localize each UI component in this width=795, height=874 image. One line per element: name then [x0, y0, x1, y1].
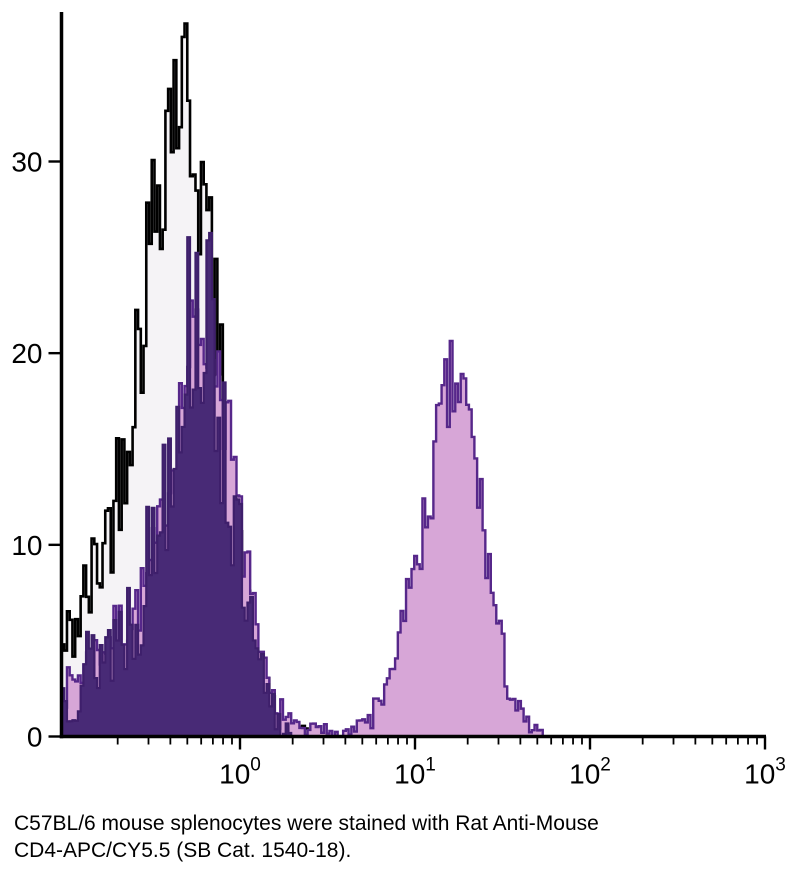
y-tick-label: 0: [27, 722, 43, 753]
x-tick-label: 103: [744, 755, 786, 790]
y-tick-label: 20: [11, 338, 42, 369]
y-tick-label: 30: [11, 147, 42, 178]
histogram-svg: 100 101 102 103 0 10 20 30: [11, 12, 786, 790]
figure-caption: C57BL/6 mouse splenocytes were stained w…: [14, 810, 764, 865]
caption-line-1: C57BL/6 mouse splenocytes were stained w…: [14, 812, 599, 835]
x-tick-label: 100: [219, 755, 261, 790]
x-tick-label: 101: [394, 755, 436, 790]
series-negative-population-overlay: [60, 231, 293, 738]
caption-line-2: CD4-APC/CY5.5 (SB Cat. 1540-18).: [14, 839, 352, 863]
y-tick-label: 10: [11, 530, 42, 561]
x-tick-label: 102: [569, 755, 611, 790]
